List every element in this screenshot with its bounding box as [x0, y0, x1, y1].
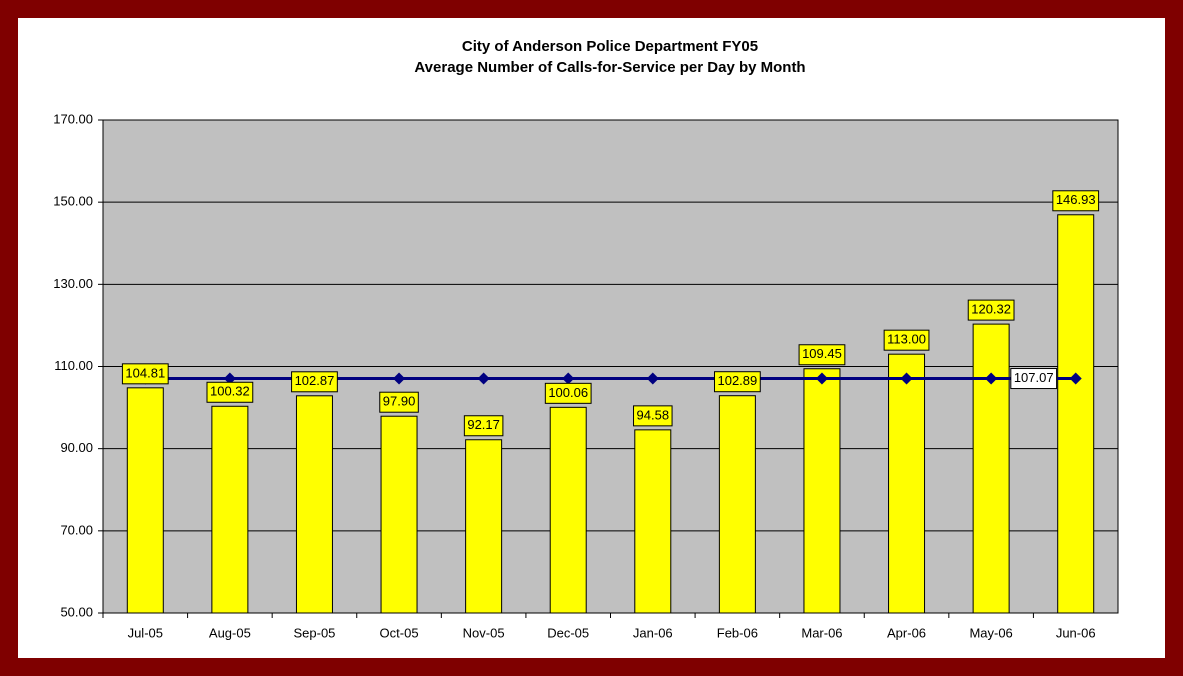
bar	[888, 353, 926, 614]
value-label-box	[1052, 190, 1100, 212]
value-label: 109.45	[802, 346, 842, 361]
marker	[477, 372, 490, 385]
x-tick-label: Oct-05	[380, 625, 419, 640]
value-label-box	[544, 382, 592, 404]
x-tick-label: Jun-06	[1056, 625, 1096, 640]
x-tick-label: Jan-06	[633, 625, 673, 640]
x-tick-label: Aug-05	[209, 625, 251, 640]
value-label-box	[798, 344, 846, 366]
marker	[223, 372, 236, 385]
value-label: 113.00	[887, 332, 926, 347]
marker	[562, 372, 575, 385]
bar	[295, 395, 333, 614]
value-label: 102.87	[295, 373, 335, 388]
bar	[211, 405, 249, 614]
value-label: 120.32	[971, 302, 1011, 317]
x-tick-label: Nov-05	[463, 625, 505, 640]
bar	[1057, 214, 1095, 614]
value-label-box	[633, 405, 673, 427]
value-label-box	[713, 371, 761, 393]
value-label-box	[1010, 368, 1058, 390]
value-label-box	[379, 391, 419, 413]
value-label-box	[967, 299, 1015, 321]
value-label-box	[121, 363, 169, 385]
value-label: 100.06	[548, 385, 588, 400]
value-label-box	[291, 371, 338, 393]
x-tick-label: Dec-05	[547, 625, 589, 640]
marker	[646, 372, 659, 385]
value-label-box	[206, 381, 254, 403]
x-tick-label: Jul-05	[128, 625, 163, 640]
value-label: 104.81	[125, 365, 165, 380]
x-tick-label: Sep-05	[293, 625, 335, 640]
bar	[718, 395, 756, 614]
x-tick-label: Apr-06	[887, 625, 926, 640]
bar	[972, 323, 1010, 614]
chart-title: City of Anderson Police Department FY05	[462, 38, 758, 55]
marker	[393, 372, 406, 385]
bar	[549, 406, 587, 614]
value-label-box	[883, 329, 930, 351]
value-label: 94.58	[637, 407, 670, 422]
bar	[126, 387, 164, 614]
value-label-box	[463, 415, 504, 437]
y-tick-label: 130.00	[53, 276, 93, 291]
y-tick-label: 110.00	[54, 358, 93, 373]
bar	[380, 415, 418, 614]
marker	[900, 372, 913, 385]
y-tick-label: 50.00	[60, 604, 93, 619]
marker	[1069, 372, 1082, 385]
y-tick-label: 70.00	[60, 522, 93, 537]
bar	[465, 439, 503, 614]
value-label: 102.89	[717, 373, 757, 388]
y-tick-label: 150.00	[53, 194, 93, 209]
x-tick-label: Mar-06	[801, 625, 842, 640]
bar	[803, 368, 841, 614]
value-label: 97.90	[383, 394, 416, 409]
value-label: 107.07	[1014, 370, 1054, 385]
chart-subtitle: Average Number of Calls-for-Service per …	[414, 59, 805, 76]
marker	[815, 372, 828, 385]
y-tick-label: 170.00	[53, 111, 93, 126]
y-tick-label: 90.00	[60, 440, 93, 455]
value-label: 146.93	[1056, 192, 1096, 207]
x-tick-label: May-06	[969, 625, 1012, 640]
bar	[634, 429, 672, 614]
value-label: 92.17	[467, 417, 500, 432]
marker	[985, 372, 998, 385]
value-label: 100.32	[210, 384, 250, 399]
x-tick-label: Feb-06	[717, 625, 758, 640]
